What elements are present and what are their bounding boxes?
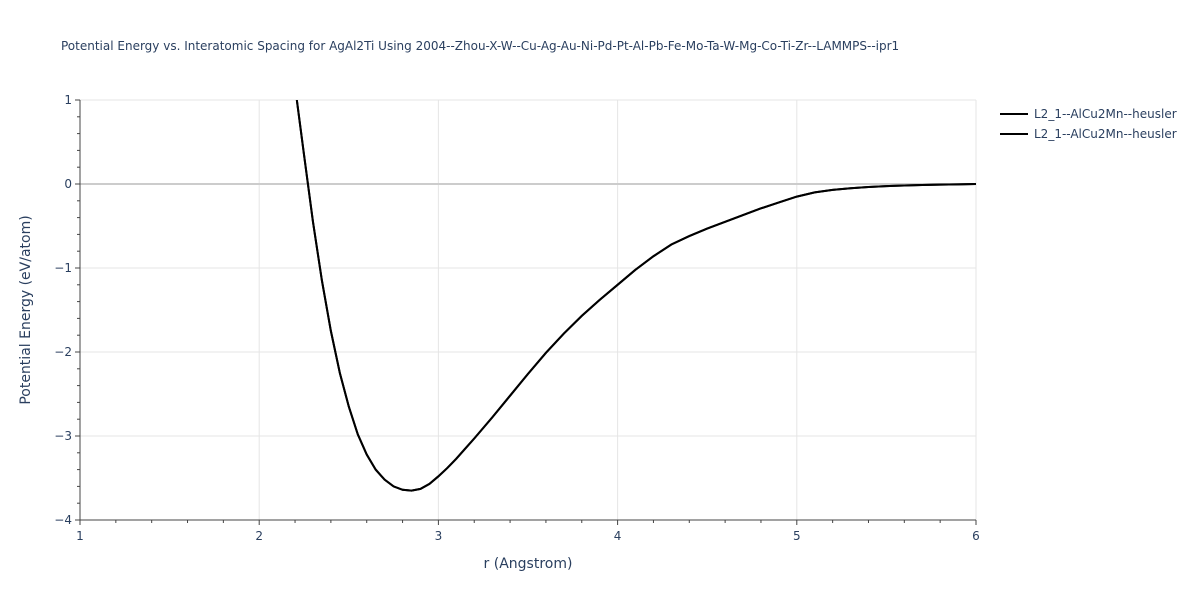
y-tick-label: −3 xyxy=(54,429,72,443)
legend-label: L2_1--AlCu2Mn--heusler xyxy=(1034,127,1177,141)
y-axis-label: Potential Energy (eV/atom) xyxy=(18,215,34,404)
legend-item[interactable]: L2_1--AlCu2Mn--heusler xyxy=(1000,107,1177,121)
x-axis-label: r (Angstrom) xyxy=(484,556,573,572)
legend-label: L2_1--AlCu2Mn--heusler xyxy=(1034,107,1177,121)
axes xyxy=(75,99,977,525)
x-tick-label: 2 xyxy=(255,529,263,543)
x-tick-label: 5 xyxy=(793,529,801,543)
y-tick-label: −4 xyxy=(54,513,72,527)
grid-lines xyxy=(80,99,977,520)
y-tick-label: 1 xyxy=(64,93,72,107)
y-tick-label: −2 xyxy=(54,345,72,359)
y-tick-label: −1 xyxy=(54,261,72,275)
chart-title: Potential Energy vs. Interatomic Spacing… xyxy=(61,39,899,53)
x-tick-label: 4 xyxy=(614,529,622,543)
x-tick-label: 3 xyxy=(435,529,443,543)
x-tick-label: 6 xyxy=(972,529,980,543)
series-line xyxy=(295,100,976,492)
tick-labels: 1 2 3 4 5 6 1 0 −1 −2 −3 −4 xyxy=(54,93,980,543)
series-line xyxy=(295,100,976,492)
y-tick-label: 0 xyxy=(64,177,72,191)
legend[interactable]: L2_1--AlCu2Mn--heusler L2_1--AlCu2Mn--heu… xyxy=(1000,107,1177,141)
legend-item[interactable]: L2_1--AlCu2Mn--heusler xyxy=(1000,127,1177,141)
x-tick-label: 1 xyxy=(76,529,84,543)
plot-area xyxy=(295,100,976,492)
